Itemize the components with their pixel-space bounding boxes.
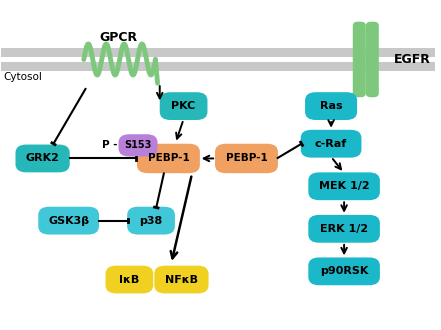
Text: S153: S153 xyxy=(124,140,152,150)
FancyBboxPatch shape xyxy=(119,134,157,156)
FancyBboxPatch shape xyxy=(1,62,435,71)
FancyBboxPatch shape xyxy=(305,92,357,120)
Text: PKC: PKC xyxy=(172,101,196,111)
FancyBboxPatch shape xyxy=(366,22,379,97)
FancyBboxPatch shape xyxy=(308,257,380,285)
Text: p90RSK: p90RSK xyxy=(320,266,368,276)
Text: GRK2: GRK2 xyxy=(26,153,60,163)
Text: P -: P - xyxy=(102,140,118,150)
FancyBboxPatch shape xyxy=(154,266,209,293)
FancyBboxPatch shape xyxy=(105,266,153,293)
FancyBboxPatch shape xyxy=(1,48,435,57)
Text: GPCR: GPCR xyxy=(100,31,138,44)
Ellipse shape xyxy=(121,136,155,155)
Text: p38: p38 xyxy=(139,215,163,226)
Text: EGFR: EGFR xyxy=(394,53,431,66)
FancyBboxPatch shape xyxy=(1,57,435,62)
FancyBboxPatch shape xyxy=(127,207,175,235)
FancyBboxPatch shape xyxy=(308,172,380,200)
FancyBboxPatch shape xyxy=(215,144,278,173)
Text: GSK3β: GSK3β xyxy=(48,215,89,226)
Text: IκB: IκB xyxy=(119,275,139,284)
FancyBboxPatch shape xyxy=(301,130,362,158)
Text: PEBP-1: PEBP-1 xyxy=(226,153,267,163)
Text: c-Raf: c-Raf xyxy=(315,139,347,149)
Text: S153: S153 xyxy=(123,140,153,150)
Text: PEBP-1: PEBP-1 xyxy=(148,153,189,163)
FancyBboxPatch shape xyxy=(308,215,380,243)
FancyBboxPatch shape xyxy=(160,92,207,120)
Text: MEK 1/2: MEK 1/2 xyxy=(319,181,370,191)
Text: Cytosol: Cytosol xyxy=(4,72,42,82)
FancyBboxPatch shape xyxy=(137,144,200,173)
FancyBboxPatch shape xyxy=(38,207,99,235)
Text: Ras: Ras xyxy=(320,101,342,111)
Text: ERK 1/2: ERK 1/2 xyxy=(320,224,368,234)
Text: NFκB: NFκB xyxy=(165,275,198,284)
FancyBboxPatch shape xyxy=(353,22,366,97)
FancyBboxPatch shape xyxy=(15,145,70,172)
